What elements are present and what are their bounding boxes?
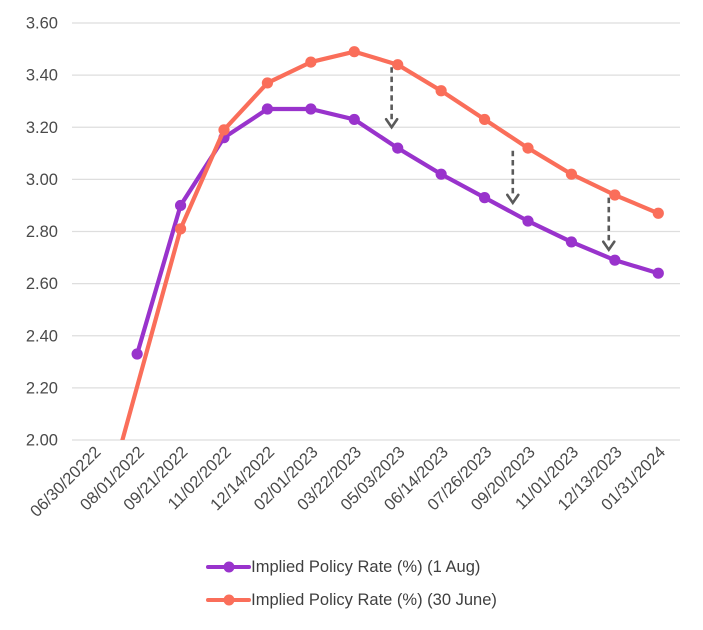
shift-arrow [384, 67, 399, 130]
data-point [392, 59, 404, 71]
data-point [565, 168, 578, 180]
arrow-head [506, 193, 520, 206]
data-point [174, 223, 187, 235]
y-tick-label: 3.60 [26, 15, 58, 33]
legend-item-1-aug: Implied Policy Rate (%) (1 Aug) [206, 557, 480, 577]
data-point [218, 124, 230, 136]
y-tick-label: 2.40 [26, 327, 58, 345]
y-tick-label: 2.60 [26, 275, 58, 293]
data-point [565, 236, 578, 248]
plot-area: 2.002.202.402.602.803.003.203.403.6006/3… [26, 15, 680, 546]
legend-swatch-icon [206, 591, 252, 609]
data-point [88, 539, 99, 546]
data-point [522, 215, 534, 227]
legend-dot-icon [223, 594, 235, 606]
data-point [652, 267, 664, 279]
data-point [652, 207, 664, 219]
data-point [305, 103, 317, 115]
legend-label: Implied Policy Rate (%) (1 Aug) [251, 558, 481, 576]
data-point [131, 348, 143, 360]
arrow-head [601, 240, 616, 253]
y-tick-label: 2.00 [26, 432, 58, 450]
y-tick-label: 2.20 [26, 379, 58, 397]
shift-arrow [601, 197, 616, 253]
legend-swatch-icon [206, 558, 252, 576]
data-point [261, 103, 274, 115]
data-point [435, 168, 447, 180]
data-point [609, 189, 621, 201]
data-point [478, 192, 491, 204]
data-point [348, 46, 360, 58]
data-point [609, 254, 621, 266]
legend-label: Implied Policy Rate (%) (30 June) [251, 591, 497, 609]
y-tick-label: 3.00 [26, 171, 58, 189]
data-point [392, 142, 404, 154]
data-point [348, 113, 360, 126]
chart-legend: Implied Policy Rate (%) (1 Aug) Implied P… [206, 557, 497, 610]
data-point [478, 113, 491, 126]
data-point [174, 199, 187, 212]
legend-dot-icon [223, 561, 235, 573]
y-tick-label: 3.20 [26, 119, 58, 137]
data-point [435, 85, 447, 97]
shift-arrow [506, 150, 520, 206]
data-point [305, 56, 317, 68]
arrow-head [384, 117, 399, 130]
legend-item-30-june: Implied Policy Rate (%) (30 June) [206, 590, 497, 610]
data-point [522, 142, 534, 154]
y-tick-label: 3.40 [26, 67, 58, 85]
y-tick-label: 2.80 [26, 223, 58, 241]
data-point [261, 77, 274, 89]
